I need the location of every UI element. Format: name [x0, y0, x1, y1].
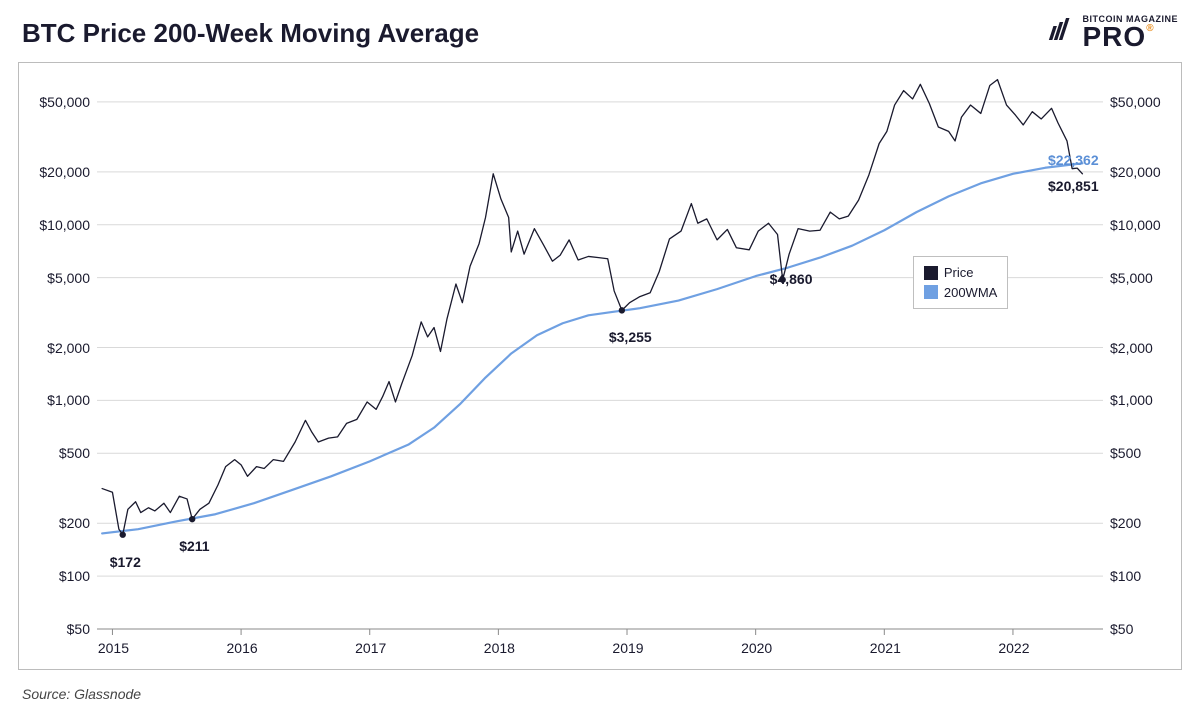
y-axis-label-right: $10,000	[1110, 217, 1161, 233]
y-axis-label: $50,000	[39, 94, 90, 110]
brand-bars-icon	[1046, 18, 1074, 45]
y-axis-label: $1,000	[47, 392, 90, 408]
x-axis-label: 2015	[98, 640, 129, 656]
y-axis-label: $100	[59, 568, 90, 584]
y-axis-label-right: $100	[1110, 568, 1141, 584]
end-value-label: $22,362	[1048, 152, 1099, 168]
y-axis-label: $5,000	[47, 270, 90, 286]
y-axis-label-right: $50,000	[1110, 94, 1161, 110]
x-axis-label: 2016	[227, 640, 258, 656]
y-axis-label: $50	[67, 621, 90, 637]
touch-annotation: $211	[179, 538, 209, 554]
chart-frame: $50 $50 $100 $100 $200 $200 $500 $500 $1,000 $1,0…	[18, 62, 1182, 670]
end-value-label: $20,851	[1048, 178, 1099, 194]
chart-title: BTC Price 200-Week Moving Average	[22, 18, 479, 49]
legend-swatch-icon	[924, 285, 938, 299]
y-axis-label: $10,000	[39, 217, 90, 233]
x-axis-label: 2021	[870, 640, 901, 656]
x-axis-label: 2019	[612, 640, 643, 656]
plot-area	[97, 71, 1103, 629]
y-axis-label: $20,000	[39, 164, 90, 180]
brand-pro-text: PRO®	[1083, 24, 1179, 49]
x-axis-label: 2018	[484, 640, 515, 656]
legend-item: Price	[924, 263, 997, 283]
y-axis-label-right: $20,000	[1110, 164, 1161, 180]
y-axis-label: $200	[59, 515, 90, 531]
legend: Price200WMA	[913, 256, 1008, 309]
brand-logo: BITCOIN MAGAZINE PRO®	[1046, 14, 1178, 49]
y-axis-label-right: $200	[1110, 515, 1141, 531]
source-text: Source: Glassnode	[22, 686, 141, 702]
y-axis-label-right: $2,000	[1110, 340, 1153, 356]
legend-swatch-icon	[924, 266, 938, 280]
legend-label: 200WMA	[944, 283, 997, 303]
y-axis-label-right: $500	[1110, 445, 1141, 461]
y-axis-label: $500	[59, 445, 90, 461]
y-axis-label-right: $50	[1110, 621, 1133, 637]
touch-annotation: $172	[110, 554, 141, 570]
y-axis-label-right: $1,000	[1110, 392, 1153, 408]
y-axis-label-right: $5,000	[1110, 270, 1153, 286]
x-axis-label: 2022	[998, 640, 1029, 656]
touch-annotation: $3,255	[609, 329, 652, 345]
legend-label: Price	[944, 263, 974, 283]
touch-annotation: $4,860	[770, 271, 813, 287]
x-axis-label: 2017	[355, 640, 386, 656]
y-axis-label: $2,000	[47, 340, 90, 356]
x-axis-label: 2020	[741, 640, 772, 656]
legend-item: 200WMA	[924, 283, 997, 303]
chart-container: BTC Price 200-Week Moving Average BITCOI…	[0, 0, 1200, 720]
